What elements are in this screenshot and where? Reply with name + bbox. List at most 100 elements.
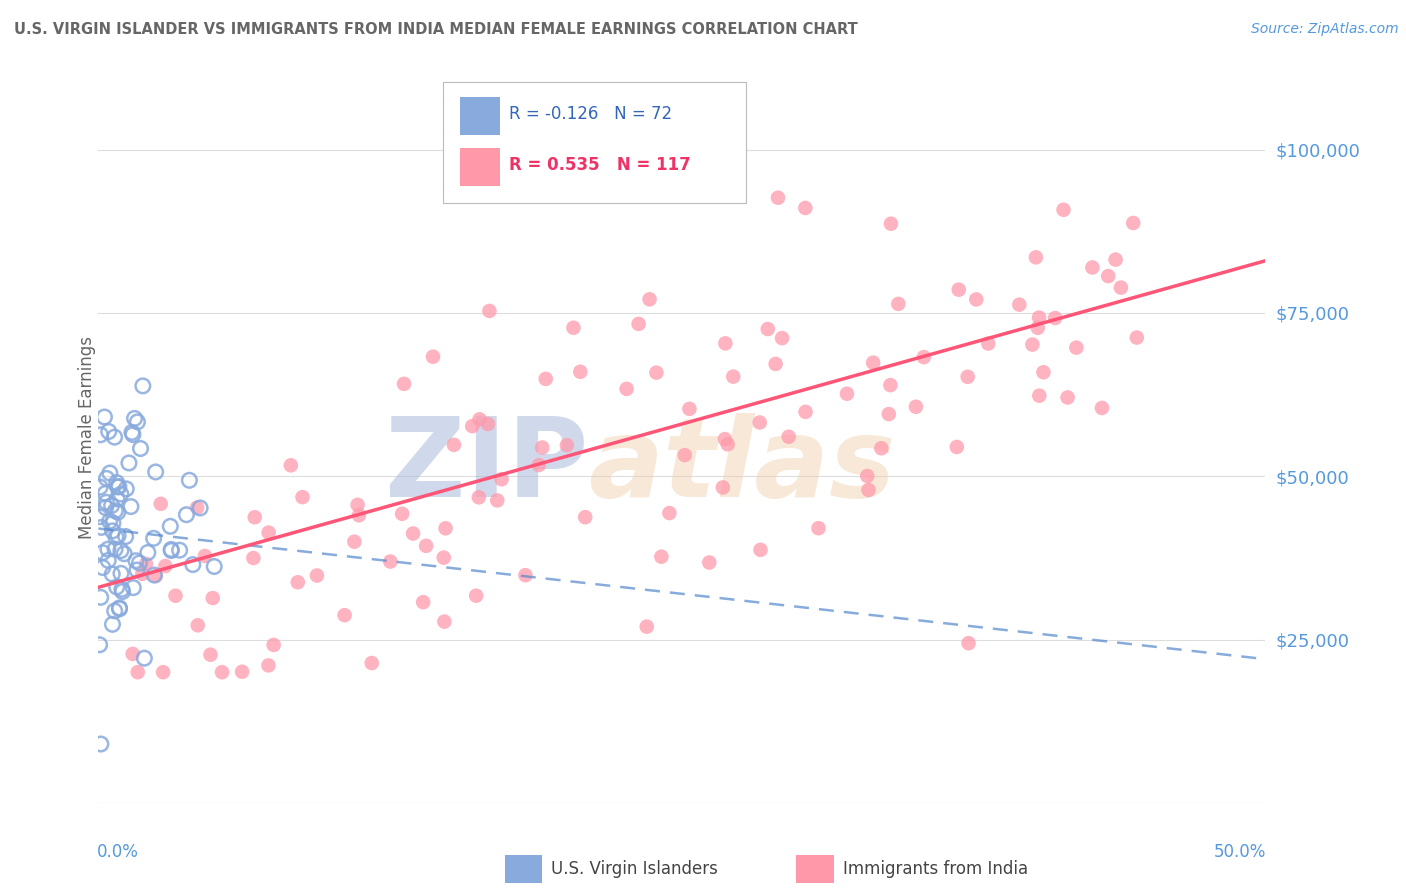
Point [765, 357, 787, 371]
Point [152, 665, 174, 680]
Text: U.S. Virgin Islanders: U.S. Virgin Islanders [551, 861, 718, 879]
Point [468, 491, 491, 505]
FancyBboxPatch shape [443, 82, 747, 203]
Point [132, 379, 155, 393]
Point [616, 382, 638, 396]
Point [794, 201, 817, 215]
Point [136, 545, 159, 559]
Point [115, 482, 138, 496]
Point [1066, 341, 1088, 355]
Point [778, 430, 800, 444]
Point [650, 549, 672, 564]
Point [121, 425, 143, 440]
Text: R = -0.126   N = 72: R = -0.126 N = 72 [509, 104, 672, 123]
Point [104, 542, 127, 557]
Point [96, 471, 118, 485]
Point [263, 638, 285, 652]
Point [131, 566, 153, 581]
Text: ZIP: ZIP [385, 413, 589, 520]
Point [1104, 252, 1126, 267]
Point [794, 405, 817, 419]
Point [645, 366, 668, 380]
Point [402, 526, 425, 541]
Point [120, 500, 142, 514]
Point [89, 638, 111, 652]
Point [711, 480, 734, 494]
Point [90, 520, 112, 534]
Point [89, 480, 111, 494]
Point [128, 556, 150, 570]
Point [1081, 260, 1104, 275]
Point [98, 514, 121, 528]
Point [1122, 216, 1144, 230]
Point [1026, 320, 1049, 334]
Point [110, 487, 132, 501]
Point [977, 336, 1000, 351]
Point [468, 412, 491, 426]
Point [105, 475, 128, 490]
Point [638, 293, 661, 307]
Point [1008, 298, 1031, 312]
Point [678, 401, 700, 416]
Point [491, 472, 513, 486]
Point [723, 369, 745, 384]
FancyBboxPatch shape [796, 855, 834, 883]
Point [562, 320, 585, 334]
Point [717, 437, 740, 451]
Point [1043, 311, 1066, 326]
Point [110, 543, 132, 558]
Point [1109, 280, 1132, 294]
Point [134, 651, 156, 665]
Point [360, 656, 382, 670]
Point [104, 530, 127, 544]
Point [658, 506, 681, 520]
Point [122, 581, 145, 595]
Point [291, 490, 314, 504]
Point [534, 372, 557, 386]
Point [486, 493, 509, 508]
Point [333, 608, 356, 623]
Point [101, 617, 124, 632]
Point [461, 419, 484, 434]
FancyBboxPatch shape [460, 97, 501, 135]
Point [104, 604, 127, 618]
Point [756, 322, 779, 336]
Text: 0.0%: 0.0% [97, 843, 139, 861]
Point [107, 505, 129, 519]
Point [94, 486, 117, 500]
Point [108, 480, 131, 494]
Point [1052, 202, 1074, 217]
Point [181, 558, 204, 572]
Point [766, 191, 789, 205]
Point [145, 569, 167, 583]
Point [343, 534, 366, 549]
Point [257, 658, 280, 673]
Point [96, 495, 118, 509]
Point [100, 499, 122, 513]
Text: Source: ZipAtlas.com: Source: ZipAtlas.com [1251, 22, 1399, 37]
Point [879, 378, 901, 392]
Point [870, 442, 893, 456]
Point [91, 546, 114, 560]
Point [555, 438, 578, 452]
Point [948, 283, 970, 297]
Point [1028, 310, 1050, 325]
Point [91, 560, 114, 574]
Text: U.S. VIRGIN ISLANDER VS IMMIGRANTS FROM INDIA MEDIAN FEMALE EARNINGS CORRELATION: U.S. VIRGIN ISLANDER VS IMMIGRANTS FROM … [14, 22, 858, 37]
Point [105, 491, 128, 506]
Point [111, 584, 134, 599]
Point [107, 480, 129, 494]
Point [880, 217, 903, 231]
Point [697, 556, 720, 570]
Point [1028, 389, 1050, 403]
Point [531, 441, 554, 455]
Point [200, 648, 222, 662]
Point [887, 297, 910, 311]
Point [186, 500, 208, 515]
Point [160, 542, 183, 557]
Point [877, 407, 900, 421]
Point [118, 456, 141, 470]
Point [160, 543, 183, 558]
Point [111, 582, 134, 597]
Point [1021, 337, 1043, 351]
